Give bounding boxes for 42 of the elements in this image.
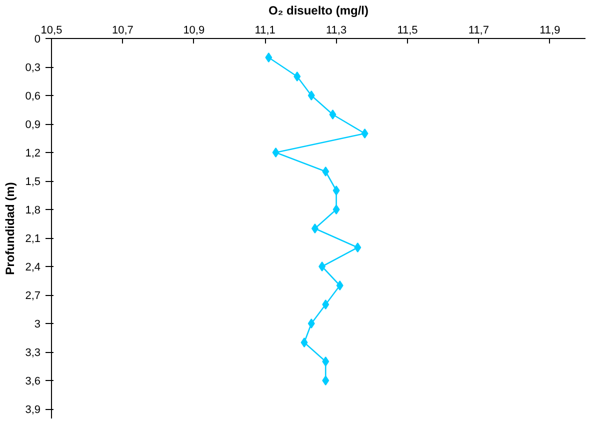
x-tick-label: 11,3 (326, 24, 347, 36)
y-tick-label: 0,6 (25, 90, 41, 102)
y-tick-label: 3,9 (25, 404, 41, 416)
point (265, 52, 272, 62)
point (322, 166, 330, 176)
y-axis-title: Profundidad (m) (3, 182, 18, 275)
y-tick-label: 2,4 (25, 262, 41, 274)
x-tick-label: 11,7 (468, 24, 489, 36)
x-tick-label: 11,1 (254, 24, 276, 36)
x-tick-label: 10,9 (183, 24, 205, 36)
y-tick-label: 2,7 (25, 290, 41, 302)
x-tick-label: 10,7 (112, 24, 134, 36)
y-tick-label: 3 (34, 318, 41, 330)
point (308, 318, 315, 328)
point (318, 262, 326, 272)
y-tick-label: 1,5 (25, 176, 41, 188)
x-tick-label: 10,5 (40, 24, 62, 36)
y-tick-label: 2,1 (25, 233, 41, 245)
point (300, 338, 308, 348)
y-tick-label: 0,3 (25, 62, 41, 74)
x-tick-label: 11,9 (540, 24, 560, 36)
point (329, 110, 336, 120)
point (322, 356, 330, 366)
point (354, 242, 362, 252)
y-tick-label: 1,2 (25, 148, 41, 160)
point (332, 186, 340, 196)
y-tick-label: 3,3 (25, 347, 41, 359)
point (322, 300, 330, 310)
y-tick-label: 3,6 (25, 376, 41, 388)
point (311, 224, 318, 234)
y-tick-label: 0 (34, 34, 41, 46)
point (336, 280, 344, 290)
point (322, 376, 330, 386)
point (272, 148, 280, 158)
point (332, 204, 340, 214)
y-tick-label: 0,9 (25, 119, 41, 131)
y-tick-label: 1,8 (25, 204, 41, 216)
point (294, 72, 301, 82)
point (361, 128, 368, 138)
point (308, 90, 315, 100)
x-axis-title: O₂ disuelto (mg/l) (268, 4, 368, 18)
x-tick-label: 11,5 (397, 24, 418, 36)
